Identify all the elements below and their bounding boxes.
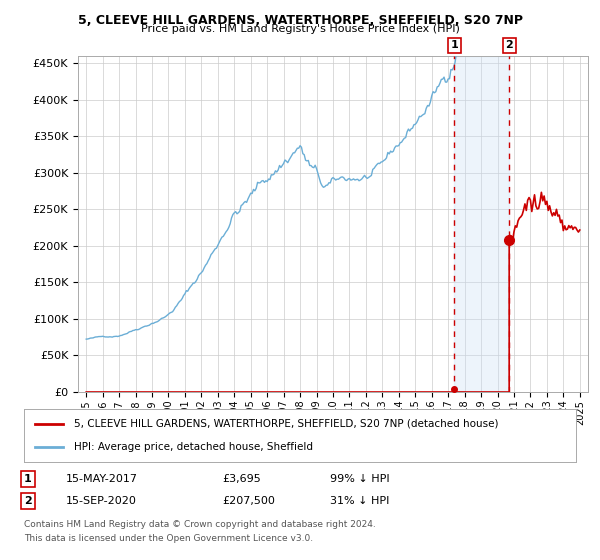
Text: £207,500: £207,500: [222, 496, 275, 506]
Text: £3,695: £3,695: [222, 474, 261, 484]
Text: 5, CLEEVE HILL GARDENS, WATERTHORPE, SHEFFIELD, S20 7NP (detached house): 5, CLEEVE HILL GARDENS, WATERTHORPE, SHE…: [74, 419, 498, 429]
Text: HPI: Average price, detached house, Sheffield: HPI: Average price, detached house, Shef…: [74, 442, 313, 452]
Text: 1: 1: [451, 40, 458, 50]
Bar: [454, 56, 509, 392]
Text: 1: 1: [24, 474, 32, 484]
Text: 15-MAY-2017: 15-MAY-2017: [66, 474, 138, 484]
Text: This data is licensed under the Open Government Licence v3.0.: This data is licensed under the Open Gov…: [24, 534, 313, 543]
Text: Price paid vs. HM Land Registry's House Price Index (HPI): Price paid vs. HM Land Registry's House …: [140, 24, 460, 34]
Text: 15-SEP-2020: 15-SEP-2020: [66, 496, 137, 506]
Text: 99% ↓ HPI: 99% ↓ HPI: [330, 474, 389, 484]
Text: Contains HM Land Registry data © Crown copyright and database right 2024.: Contains HM Land Registry data © Crown c…: [24, 520, 376, 529]
Text: 5, CLEEVE HILL GARDENS, WATERTHORPE, SHEFFIELD, S20 7NP: 5, CLEEVE HILL GARDENS, WATERTHORPE, SHE…: [77, 14, 523, 27]
Text: 31% ↓ HPI: 31% ↓ HPI: [330, 496, 389, 506]
Text: 2: 2: [505, 40, 513, 50]
Text: 2: 2: [24, 496, 32, 506]
